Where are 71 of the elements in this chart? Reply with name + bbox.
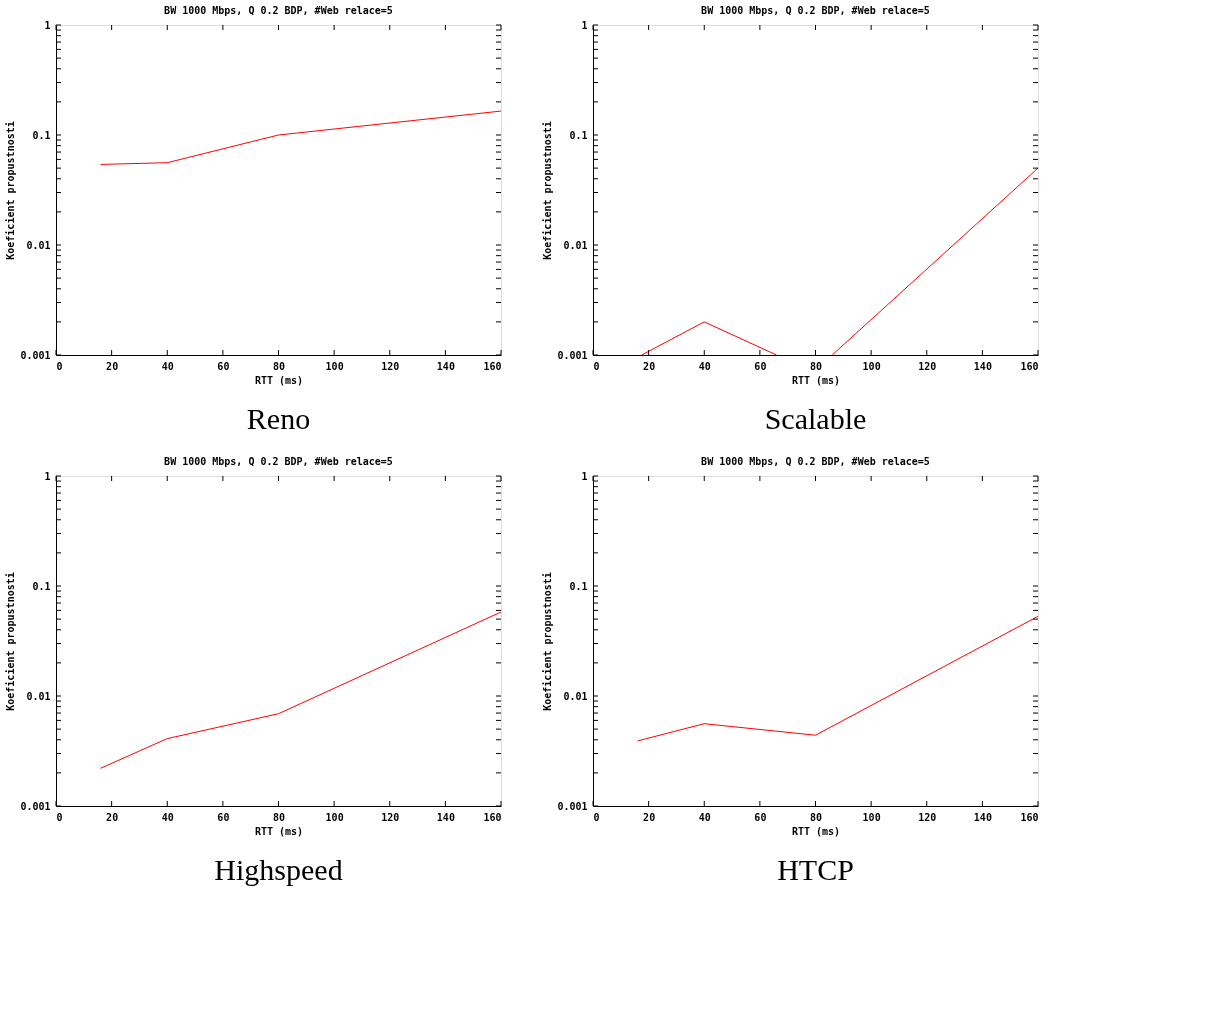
x-tick-label: 80 xyxy=(809,360,823,372)
y-tick-label: 0.001 xyxy=(557,349,588,361)
x-tick-label: 140 xyxy=(436,360,455,372)
x-tick-label: 40 xyxy=(161,360,174,372)
text: HTCP xyxy=(777,853,854,886)
text: Highspeed xyxy=(214,853,343,886)
y-tick-label: 1 xyxy=(581,470,588,482)
x-tick-label: 80 xyxy=(272,360,286,372)
x-tick-label: 100 xyxy=(325,360,344,372)
y-tick-label: 0.01 xyxy=(563,690,588,702)
y-tick-label: 0.1 xyxy=(569,580,588,592)
text: Scalable xyxy=(764,402,867,435)
line-series xyxy=(637,615,1038,742)
y-tick-label: 0.01 xyxy=(26,690,51,702)
x-tick-label: 100 xyxy=(862,360,881,372)
x-tick-label: 80 xyxy=(809,811,823,823)
x-tick-label: 0 xyxy=(593,811,600,823)
x-tick-label: 100 xyxy=(325,811,344,823)
x-tick-label: 160 xyxy=(1020,811,1039,823)
y-axis-title: Koeficient propustnosti xyxy=(5,572,17,711)
text: Reno xyxy=(246,402,311,435)
y-tick-label: 1 xyxy=(44,19,51,31)
y-tick-label: 0.1 xyxy=(32,129,51,141)
x-tick-label: 40 xyxy=(698,811,711,823)
y-tick-label: 0.001 xyxy=(20,349,51,361)
x-tick-label: 20 xyxy=(643,360,656,372)
y-tick-label: 0.01 xyxy=(26,239,51,251)
y-axis-title: Koeficient propustnosti xyxy=(542,572,554,711)
x-tick-label: 60 xyxy=(217,811,230,823)
x-tick-label: 0 xyxy=(593,360,600,372)
x-tick-label: 20 xyxy=(643,811,656,823)
x-tick-label: 0 xyxy=(56,811,63,823)
x-axis-title: RTT (ms) xyxy=(254,374,304,386)
x-tick-label: 60 xyxy=(754,811,767,823)
x-tick-label: 140 xyxy=(436,811,455,823)
y-axis-title: Koeficient propustnosti xyxy=(542,121,554,260)
chart-title: BW 1000 Mbps, Q 0.2 BDP, #Web relace=5 xyxy=(164,456,393,467)
x-tick-label: 160 xyxy=(483,360,502,372)
chart-title: BW 1000 Mbps, Q 0.2 BDP, #Web relace=5 xyxy=(701,5,930,16)
x-axis-title: RTT (ms) xyxy=(791,825,841,837)
line-series xyxy=(100,611,501,769)
x-tick-label: 120 xyxy=(918,360,937,372)
x-tick-label: 20 xyxy=(106,811,119,823)
x-tick-label: 120 xyxy=(381,811,400,823)
x-tick-label: 60 xyxy=(217,360,230,372)
chart-title: BW 1000 Mbps, Q 0.2 BDP, #Web relace=5 xyxy=(701,456,930,467)
y-axis-title: Koeficient propustnosti xyxy=(5,121,17,260)
chart-title: BW 1000 Mbps, Q 0.2 BDP, #Web relace=5 xyxy=(164,5,393,16)
x-tick-label: 100 xyxy=(862,811,881,823)
y-tick-label: 1 xyxy=(44,470,51,482)
x-axis-title: RTT (ms) xyxy=(791,374,841,386)
x-tick-label: 0 xyxy=(56,360,63,372)
y-tick-label: 1 xyxy=(581,19,588,31)
y-tick-label: 0.01 xyxy=(563,239,588,251)
line-series xyxy=(100,110,501,165)
x-tick-label: 60 xyxy=(754,360,767,372)
x-tick-label: 160 xyxy=(1020,360,1039,372)
x-tick-label: 40 xyxy=(698,360,711,372)
x-axis-title: RTT (ms) xyxy=(254,825,304,837)
x-tick-label: 120 xyxy=(918,811,937,823)
y-tick-label: 0.001 xyxy=(557,800,588,812)
x-tick-label: 20 xyxy=(106,360,119,372)
x-tick-label: 160 xyxy=(483,811,502,823)
x-tick-label: 140 xyxy=(973,811,992,823)
x-tick-label: 120 xyxy=(381,360,400,372)
x-tick-label: 80 xyxy=(272,811,286,823)
y-tick-label: 0.1 xyxy=(32,580,51,592)
x-tick-label: 140 xyxy=(973,360,992,372)
y-tick-label: 0.1 xyxy=(569,129,588,141)
x-tick-label: 40 xyxy=(161,811,174,823)
y-tick-label: 0.001 xyxy=(20,800,51,812)
